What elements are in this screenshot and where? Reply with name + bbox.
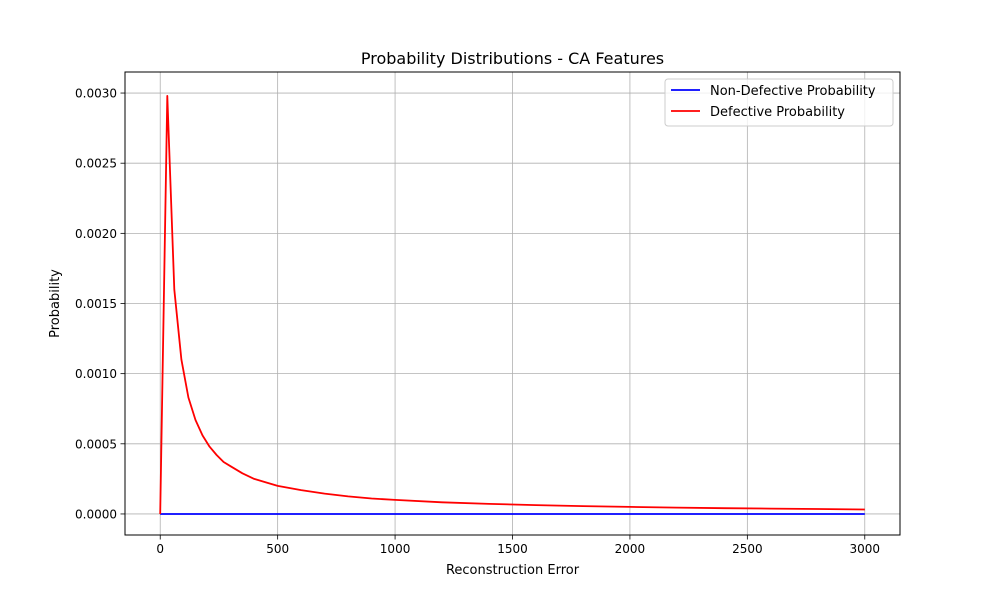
- legend-box: [664, 78, 894, 127]
- y-axis-ticks: 0.0000 0.0005 0.0010 0.0015 0.0020 0.0025 0.00…: [75, 87, 125, 521]
- series-line-defective: [159, 95, 865, 515]
- y-tick-label: 0.0015: [75, 297, 117, 311]
- y-tick-label: 0.0030: [75, 87, 117, 101]
- x-tick-label: 1500: [497, 542, 528, 556]
- legend-label-non-defective: Non-Defective Probability: [710, 84, 876, 99]
- plot-lines: [159, 95, 865, 515]
- legend-label-defective: Defective Probability: [710, 105, 845, 120]
- y-tick-label: 0.0000: [75, 507, 117, 521]
- y-tick-label: 0.0005: [75, 437, 117, 451]
- y-tick-label: 0.0020: [75, 227, 117, 241]
- y-tick-label: 0.0010: [75, 367, 117, 381]
- x-tick-label: 500: [266, 542, 289, 556]
- y-axis-label: Probability: [48, 269, 63, 338]
- x-tick-label: 1000: [380, 542, 411, 556]
- x-axis-label: Reconstruction Error: [446, 563, 580, 578]
- y-tick-label: 0.0025: [75, 157, 117, 171]
- x-axis-ticks: 0 500 1000 1500 2000 2500 3000: [156, 535, 880, 556]
- chart-title: Probability Distributions - CA Features: [361, 49, 664, 68]
- x-tick-label: 3000: [849, 542, 880, 556]
- x-tick-label: 2000: [615, 542, 646, 556]
- legend: Non-Defective Probability Defective Prob…: [664, 78, 894, 127]
- x-tick-label: 2500: [732, 542, 763, 556]
- x-tick-label: 0: [156, 542, 164, 556]
